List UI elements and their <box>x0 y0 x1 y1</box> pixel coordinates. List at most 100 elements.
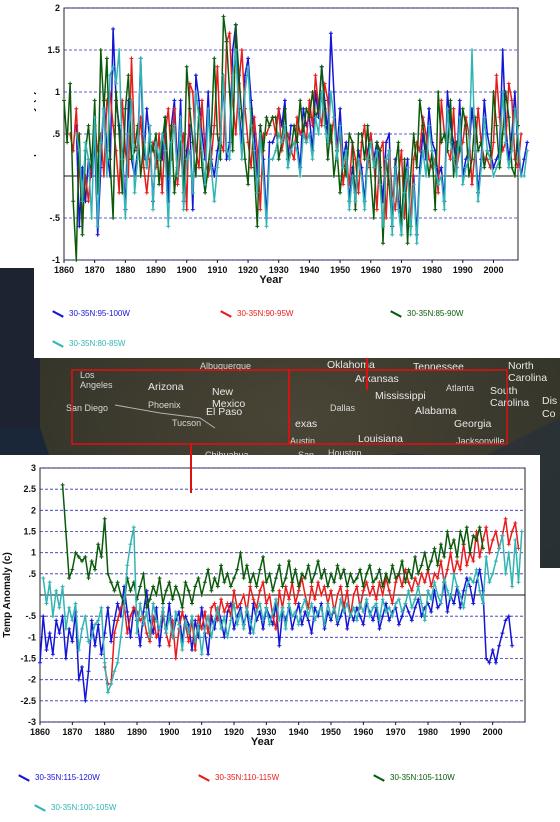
data-point <box>322 123 327 128</box>
data-point <box>125 563 130 568</box>
data-point <box>287 597 291 602</box>
data-point <box>206 614 211 619</box>
data-point <box>60 584 65 589</box>
data-point <box>429 559 434 564</box>
data-point <box>258 123 263 128</box>
data-point <box>123 106 128 111</box>
data-point <box>252 115 257 120</box>
y-tick-label: -.5 <box>49 213 60 223</box>
data-point <box>193 90 198 94</box>
data-point <box>354 576 359 581</box>
data-point <box>70 567 75 572</box>
data-point <box>371 580 375 585</box>
legend-item: 30-35N:100-105W <box>34 803 116 812</box>
data-point <box>290 626 295 631</box>
data-point <box>241 626 246 631</box>
data-point <box>276 132 281 136</box>
data-point <box>190 601 194 606</box>
x-tick-label: 1970 <box>386 727 406 737</box>
data-point <box>76 648 81 652</box>
data-point <box>77 224 82 229</box>
data-point <box>267 622 272 627</box>
data-point <box>387 588 392 593</box>
data-point <box>409 605 414 610</box>
data-point <box>118 614 123 619</box>
data-point <box>221 73 226 78</box>
data-point <box>258 207 263 212</box>
data-point <box>380 584 385 589</box>
data-point <box>273 115 278 120</box>
data-point <box>416 571 421 576</box>
legend-label: 30-35N:85-90W <box>407 309 464 318</box>
data-point <box>429 597 434 602</box>
map-place: Mississippi <box>375 390 426 402</box>
map-place: San Diego <box>66 403 109 413</box>
data-point <box>109 639 114 644</box>
data-point <box>448 140 453 145</box>
data-point <box>57 631 62 636</box>
data-point <box>122 605 127 610</box>
data-point <box>503 140 508 145</box>
data-point <box>89 635 94 640</box>
y-tick-label: -.5 <box>25 611 36 621</box>
data-point <box>359 132 364 136</box>
data-point <box>115 618 120 623</box>
data-point <box>378 182 382 187</box>
data-point <box>202 626 207 631</box>
data-point <box>279 140 284 145</box>
data-point <box>274 576 278 581</box>
data-point <box>466 157 471 162</box>
data-point <box>203 182 208 187</box>
data-point <box>102 660 107 665</box>
map-place: Phoenix <box>148 400 181 410</box>
data-point <box>451 538 456 542</box>
data-point <box>63 626 68 631</box>
data-point <box>114 90 119 94</box>
data-point <box>319 90 324 94</box>
data-point <box>219 626 224 631</box>
data-point <box>436 90 441 94</box>
data-point <box>341 609 346 614</box>
data-point <box>215 132 220 136</box>
data-point <box>118 593 123 597</box>
data-point <box>267 571 272 576</box>
data-point <box>151 584 156 589</box>
x-tick-label: 1920 <box>224 727 244 737</box>
data-point <box>371 605 375 610</box>
x-tick-label: 1980 <box>422 265 442 275</box>
x-axis-label: Year <box>251 736 275 748</box>
data-point <box>427 106 431 111</box>
data-point <box>298 174 303 178</box>
data-point <box>436 182 441 187</box>
data-point <box>183 618 188 623</box>
data-point <box>296 622 301 627</box>
data-point <box>384 601 388 606</box>
data-point <box>227 157 232 162</box>
data-point <box>490 571 495 576</box>
data-point <box>244 563 249 568</box>
data-point <box>203 190 208 195</box>
data-point <box>86 199 91 204</box>
data-point <box>500 90 505 94</box>
data-point <box>310 123 315 128</box>
data-point <box>115 580 120 585</box>
data-point <box>500 48 505 52</box>
data-point <box>306 614 311 619</box>
x-tick-label: 1870 <box>85 265 105 275</box>
data-point <box>160 132 165 136</box>
data-point <box>419 601 424 606</box>
legend-label: 30-35N:80-85W <box>69 339 126 348</box>
data-point <box>276 157 281 162</box>
data-point <box>60 482 65 487</box>
data-point <box>435 563 440 568</box>
data-point <box>414 165 419 170</box>
data-point <box>371 584 375 589</box>
legend-label: 30-35N:95-100W <box>69 309 130 318</box>
data-point <box>306 618 311 623</box>
data-point <box>387 580 392 585</box>
data-point <box>177 622 181 627</box>
data-point <box>186 631 191 636</box>
data-point <box>438 542 443 547</box>
y-tick-label: .5 <box>28 569 36 579</box>
data-point <box>277 643 282 648</box>
